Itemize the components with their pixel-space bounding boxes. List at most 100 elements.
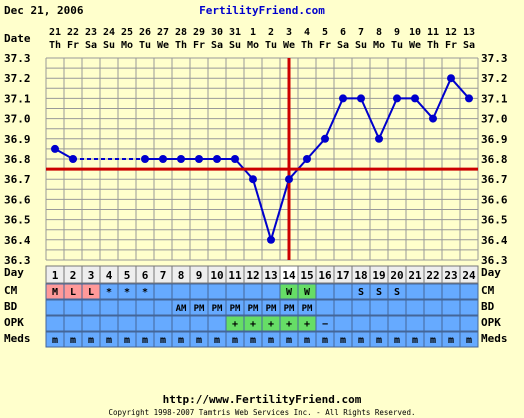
opk-cell bbox=[351, 315, 371, 332]
meds-cell-label: m bbox=[322, 335, 328, 346]
meds-cell-label: m bbox=[286, 335, 292, 346]
cm-row-label-right: CM bbox=[481, 284, 495, 297]
opk-cell-label: + bbox=[268, 319, 274, 330]
y-tick-label-left: 36.7 bbox=[4, 173, 31, 186]
temp-line-segment bbox=[252, 178, 272, 241]
opk-cell bbox=[81, 315, 101, 332]
date-label: 3 bbox=[286, 27, 292, 38]
cm-cell bbox=[243, 283, 263, 300]
y-tick-label-right: 36.6 bbox=[481, 193, 508, 206]
meds-cell-label: m bbox=[88, 335, 94, 346]
temp-point[interactable] bbox=[141, 155, 149, 163]
weekday-label: Sa bbox=[463, 40, 475, 51]
date-label: 8 bbox=[376, 27, 382, 38]
bd-cell-label: PM bbox=[302, 304, 313, 314]
day-cell-label: 11 bbox=[228, 269, 242, 282]
opk-cell-label: + bbox=[286, 319, 292, 330]
temp-point[interactable] bbox=[411, 94, 419, 103]
cm-cell-label: S bbox=[358, 287, 364, 298]
temp-point[interactable] bbox=[159, 155, 167, 163]
temp-point[interactable] bbox=[51, 144, 59, 153]
cm-cell-label: * bbox=[142, 287, 148, 298]
temp-point[interactable] bbox=[357, 94, 365, 103]
meds-cell-label: m bbox=[412, 335, 418, 346]
meds-cell-label: m bbox=[250, 335, 256, 346]
weekday-label: Th bbox=[49, 40, 61, 51]
bd-cell bbox=[153, 299, 173, 316]
cm-cell-label: * bbox=[124, 287, 130, 298]
date-label: 12 bbox=[445, 27, 457, 38]
y-tick-label-left: 36.6 bbox=[4, 193, 31, 206]
date-label: 11 bbox=[427, 27, 439, 38]
temp-point[interactable] bbox=[321, 134, 329, 143]
bd-cell bbox=[81, 299, 101, 316]
date-label: 4 bbox=[304, 27, 310, 38]
meds-row-label-right: Meds bbox=[481, 332, 508, 345]
temp-point[interactable] bbox=[249, 175, 257, 184]
bd-row-label-right: BD bbox=[481, 300, 495, 313]
meds-cell bbox=[459, 331, 479, 348]
day-cell-label: 9 bbox=[196, 269, 203, 282]
bd-cell bbox=[63, 299, 83, 316]
y-tick-label-right: 36.4 bbox=[481, 234, 508, 247]
temp-point[interactable] bbox=[465, 94, 473, 103]
temp-point[interactable] bbox=[447, 74, 455, 83]
footer-url[interactable]: http://www.FertilityFriend.com bbox=[163, 393, 362, 406]
opk-cell bbox=[441, 315, 461, 332]
date-label: 7 bbox=[358, 27, 364, 38]
temp-point[interactable] bbox=[267, 235, 275, 244]
temp-point[interactable] bbox=[285, 175, 293, 184]
weekday-label: Tu bbox=[139, 40, 151, 51]
temp-point[interactable] bbox=[303, 155, 311, 163]
meds-cell-label: m bbox=[106, 335, 112, 346]
y-tick-label-right: 37.2 bbox=[481, 72, 508, 85]
day-cell-label: 22 bbox=[426, 269, 439, 282]
temp-point[interactable] bbox=[213, 155, 221, 163]
bd-cell bbox=[99, 299, 119, 316]
day-cell-label: 13 bbox=[264, 269, 277, 282]
temp-point[interactable] bbox=[231, 155, 239, 163]
day-cell-label: 6 bbox=[142, 269, 149, 282]
site-title[interactable]: FertilityFriend.com bbox=[199, 4, 325, 17]
cm-cell bbox=[153, 283, 173, 300]
date-label: 25 bbox=[121, 27, 133, 38]
opk-cell bbox=[117, 315, 137, 332]
opk-row-label: OPK bbox=[4, 316, 24, 329]
day-cell-label: 1 bbox=[52, 269, 59, 282]
temp-line-segment bbox=[414, 97, 434, 120]
y-tick-label-left: 37.0 bbox=[4, 113, 31, 126]
temp-line-segment bbox=[432, 77, 452, 120]
weekday-label: Su bbox=[355, 40, 367, 51]
date-label: 28 bbox=[175, 27, 187, 38]
weekday-label: Th bbox=[301, 40, 313, 51]
day-cell-label: 2 bbox=[70, 269, 77, 282]
weekday-label: Su bbox=[229, 40, 241, 51]
opk-cell-label: + bbox=[232, 319, 238, 330]
date-label: 24 bbox=[103, 27, 115, 38]
temp-point[interactable] bbox=[69, 155, 77, 163]
temp-line-segment bbox=[360, 97, 380, 140]
cm-cell-label: L bbox=[88, 287, 94, 298]
day-cell-label: 19 bbox=[372, 269, 385, 282]
y-tick-label-left: 36.4 bbox=[4, 234, 31, 247]
cm-cell-label: W bbox=[304, 287, 311, 298]
weekday-label: Fr bbox=[445, 40, 457, 51]
weekday-label: Su bbox=[103, 40, 115, 51]
temp-point[interactable] bbox=[375, 134, 383, 143]
opk-row-label-right: OPK bbox=[481, 316, 501, 329]
temp-point[interactable] bbox=[195, 155, 203, 163]
temp-point[interactable] bbox=[429, 114, 437, 123]
opk-cell bbox=[189, 315, 209, 332]
cm-cell bbox=[189, 283, 209, 300]
day-cell-label: 4 bbox=[106, 269, 113, 282]
cm-cell-label: S bbox=[376, 287, 382, 298]
day-cell-label: 7 bbox=[160, 269, 167, 282]
temp-point[interactable] bbox=[339, 94, 347, 103]
opk-cell bbox=[99, 315, 119, 332]
date-label: 31 bbox=[229, 27, 241, 38]
temp-point[interactable] bbox=[177, 155, 185, 163]
temp-point[interactable] bbox=[393, 94, 401, 103]
opk-cell bbox=[63, 315, 83, 332]
